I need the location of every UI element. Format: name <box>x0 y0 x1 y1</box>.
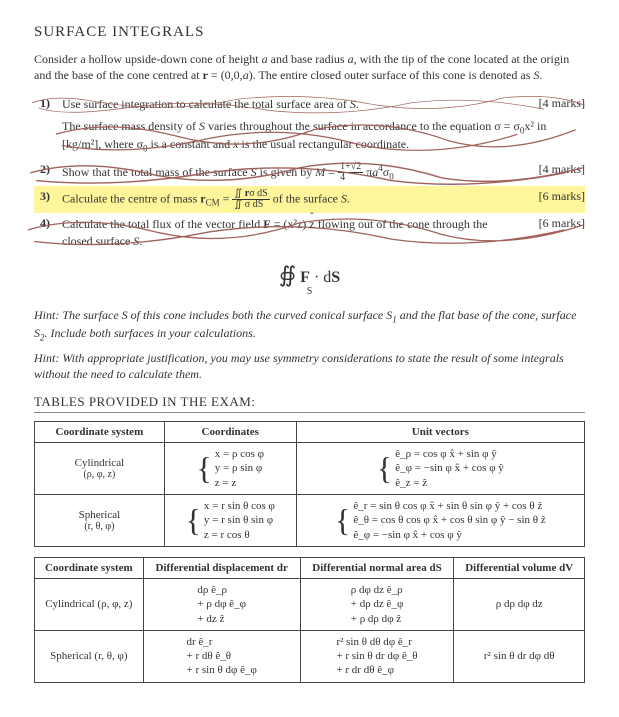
question-number: 4) <box>34 216 62 231</box>
dr-cell: dr ê_r + r dθ ê_θ + r sin θ dφ ê_φ <box>143 630 300 682</box>
col-header: Coordinate system <box>35 422 165 443</box>
annotation-scribble <box>52 114 595 159</box>
question-marks: [6 marks] <box>515 189 585 204</box>
question-1: 1) Use surface integration to calculate … <box>34 93 585 115</box>
tables-heading: TABLES PROVIDED IN THE EXAM: <box>34 394 585 413</box>
table-differentials: Coordinate system Differential displacem… <box>34 557 585 683</box>
question-marks: [4 marks] <box>515 96 585 111</box>
table-header-row: Coordinate system Differential displacem… <box>35 557 585 578</box>
question-3: 3) Calculate the centre of mass rCM = ∬ … <box>34 186 585 213</box>
col-header: Differential displacement dr <box>143 557 300 578</box>
question-marks: [4 marks] <box>515 162 585 177</box>
system-cell: Spherical (r, θ, φ) <box>35 630 144 682</box>
table-row: Spherical (r, θ, φ) { x = r sin θ cos φ … <box>35 495 585 547</box>
page-title: SURFACE INTEGRALS <box>34 24 585 41</box>
dv-cell: r² sin θ dr dφ dθ <box>454 630 585 682</box>
system-cell: Cylindrical (ρ, φ, z) <box>35 578 144 630</box>
center-formula: ∯ F · dS S <box>34 262 585 297</box>
col-header: Differential normal area dS <box>300 557 454 578</box>
ds-cell: ρ dφ dz ê_ρ + dρ dz ê_φ + ρ dρ dφ ẑ <box>300 578 454 630</box>
question-2: 2) Show that the total mass of the surfa… <box>34 159 585 187</box>
dr-cell: dρ ê_ρ + ρ dφ ê_φ + dz ẑ <box>143 578 300 630</box>
question-number: 1) <box>34 96 62 111</box>
hint-2: Hint: With appropriate justification, yo… <box>34 350 585 382</box>
table-coordinates: Coordinate system Coordinates Unit vecto… <box>34 421 585 547</box>
table-header-row: Coordinate system Coordinates Unit vecto… <box>35 422 585 443</box>
question-number: 2) <box>34 162 62 177</box>
coords-cell: { x = ρ cos φ y = ρ sin φ z = z <box>164 443 296 495</box>
col-header: Differential volume dV <box>454 557 585 578</box>
question-list: 1) Use surface integration to calculate … <box>34 93 585 251</box>
question-marks: [6 marks] <box>515 216 585 231</box>
system-cell: Spherical (r, θ, φ) <box>35 495 165 547</box>
ds-cell: r² sin θ dθ dφ ê_r + r sin θ dr dφ ê_θ +… <box>300 630 454 682</box>
table-row: Spherical (r, θ, φ) dr ê_r + r dθ ê_θ + … <box>35 630 585 682</box>
coords-cell: { x = r sin θ cos φ y = r sin θ sin φ z … <box>164 495 296 547</box>
question-4: 4) Calculate the total flux of the vecto… <box>34 213 585 251</box>
vectors-cell: { ê_r = sin θ cos φ x̂ + sin θ sin φ ŷ +… <box>296 495 584 547</box>
question-1-sub: The surface mass density of S varies thr… <box>62 118 585 155</box>
question-text: Use surface integration to calculate the… <box>62 96 515 112</box>
intro-paragraph: Consider a hollow upside-down cone of he… <box>34 51 585 83</box>
vectors-cell: { ê_ρ = cos φ x̂ + sin φ ŷ ê_φ = −sin φ … <box>296 443 584 495</box>
question-text: Calculate the centre of mass rCM = ∬ rσ … <box>62 189 515 210</box>
system-cell: Cylindrical (ρ, φ, z) <box>35 443 165 495</box>
dv-cell: ρ dρ dφ dz <box>454 578 585 630</box>
table-row: Cylindrical (ρ, φ, z) { x = ρ cos φ y = … <box>35 443 585 495</box>
question-text: Calculate the total flux of the vector f… <box>62 216 515 248</box>
formula-sub: S <box>34 286 585 297</box>
col-header: Unit vectors <box>296 422 584 443</box>
hint-1: Hint: The surface S of this cone include… <box>34 307 585 344</box>
table-row: Cylindrical (ρ, φ, z) dρ ê_ρ + ρ dφ ê_φ … <box>35 578 585 630</box>
question-text: Show that the total mass of the surface … <box>62 162 515 184</box>
col-header: Coordinate system <box>35 557 144 578</box>
question-number: 3) <box>34 189 62 204</box>
col-header: Coordinates <box>164 422 296 443</box>
